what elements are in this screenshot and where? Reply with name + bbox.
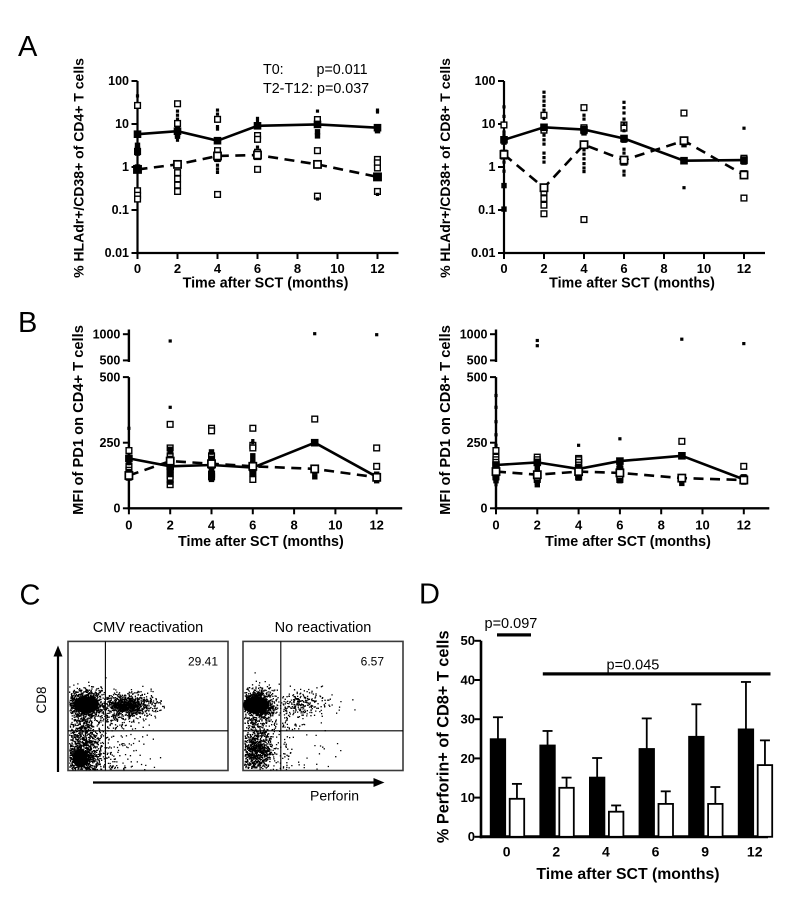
svg-text:D: D [419, 579, 440, 611]
svg-text:6: 6 [652, 843, 660, 859]
svg-text:No reactivation: No reactivation [275, 620, 372, 636]
svg-text:MFI of PD1 on CD8+ T cells: MFI of PD1 on CD8+ T cells [438, 325, 454, 515]
svg-text:0.01: 0.01 [105, 246, 129, 260]
svg-text:6: 6 [249, 517, 256, 532]
svg-text:2: 2 [174, 261, 181, 276]
svg-text:12: 12 [737, 517, 751, 532]
svg-text:10: 10 [697, 261, 711, 276]
svg-text:2: 2 [540, 261, 547, 276]
svg-text:0: 0 [134, 261, 141, 276]
svg-text:4: 4 [602, 843, 610, 859]
svg-text:100: 100 [108, 74, 129, 88]
svg-text:p=0.045: p=0.045 [607, 658, 660, 674]
svg-text:100: 100 [475, 74, 496, 88]
svg-text:6: 6 [254, 261, 261, 276]
svg-text:4: 4 [208, 517, 216, 532]
svg-text:T0:: T0: [263, 62, 284, 78]
svg-text:20: 20 [461, 751, 475, 766]
svg-text:0.1: 0.1 [112, 203, 129, 217]
svg-text:Time after SCT (months): Time after SCT (months) [178, 534, 344, 550]
svg-text:4: 4 [575, 517, 583, 532]
svg-text:9: 9 [701, 843, 709, 859]
svg-text:0: 0 [492, 517, 499, 532]
svg-text:4: 4 [580, 261, 588, 276]
svg-text:12: 12 [747, 843, 763, 859]
svg-text:8: 8 [660, 261, 667, 276]
svg-text:0.01: 0.01 [471, 246, 495, 260]
svg-text:% HLAdr+/CD38+ of CD4+ T cells: % HLAdr+/CD38+ of CD4+ T cells [71, 58, 87, 278]
svg-text:10: 10 [482, 117, 496, 131]
svg-text:500: 500 [100, 354, 121, 368]
svg-text:6.57: 6.57 [361, 655, 385, 669]
svg-text:1000: 1000 [93, 327, 121, 341]
svg-text:12: 12 [737, 261, 751, 276]
svg-text:CD8: CD8 [34, 686, 49, 713]
svg-text:29.41: 29.41 [188, 655, 218, 669]
svg-text:12: 12 [370, 261, 384, 276]
svg-text:6: 6 [616, 517, 623, 532]
svg-text:% Perforin+ of CD8+ T cells: % Perforin+ of CD8+ T cells [435, 630, 453, 843]
svg-text:500: 500 [100, 370, 121, 384]
svg-text:Time after SCT (months): Time after SCT (months) [536, 866, 719, 883]
svg-text:2: 2 [552, 843, 560, 859]
svg-text:MFI of PD1 on CD4+ T cells: MFI of PD1 on CD4+ T cells [71, 325, 87, 515]
svg-text:8: 8 [658, 517, 665, 532]
svg-text:30: 30 [461, 712, 475, 727]
svg-text:C: C [20, 580, 41, 612]
svg-text:A: A [18, 31, 38, 63]
svg-text:T2-T12: p=0.037: T2-T12: p=0.037 [263, 81, 369, 97]
svg-text:p=0.011: p=0.011 [317, 62, 368, 78]
svg-text:1: 1 [489, 160, 496, 174]
svg-text:10: 10 [115, 117, 129, 131]
svg-text:Perforin: Perforin [310, 788, 359, 804]
svg-text:4: 4 [214, 261, 222, 276]
svg-text:0: 0 [125, 517, 132, 532]
svg-text:250: 250 [100, 436, 121, 450]
svg-text:6: 6 [620, 261, 627, 276]
svg-text:Time after SCT (months): Time after SCT (months) [549, 275, 715, 291]
svg-text:10: 10 [330, 261, 344, 276]
svg-text:2: 2 [167, 517, 174, 532]
svg-text:0: 0 [503, 843, 511, 859]
svg-text:10: 10 [695, 517, 709, 532]
svg-text:500: 500 [467, 354, 488, 368]
svg-text:0: 0 [481, 502, 488, 516]
svg-text:0: 0 [113, 502, 120, 516]
svg-text:p=0.097: p=0.097 [485, 616, 538, 632]
svg-text:10: 10 [328, 517, 342, 532]
svg-text:1: 1 [122, 160, 129, 174]
svg-text:0: 0 [500, 261, 507, 276]
svg-text:8: 8 [290, 517, 297, 532]
svg-text:10: 10 [461, 790, 475, 805]
svg-text:% HLAdr+/CD38+ of CD8+ T cells: % HLAdr+/CD38+ of CD8+ T cells [437, 58, 453, 278]
svg-text:Time after SCT (months): Time after SCT (months) [545, 534, 711, 550]
svg-text:CMV reactivation: CMV reactivation [93, 620, 203, 636]
svg-text:0.1: 0.1 [478, 203, 495, 217]
svg-text:12: 12 [369, 517, 383, 532]
svg-text:50: 50 [461, 633, 475, 648]
svg-text:8: 8 [294, 261, 301, 276]
svg-text:250: 250 [467, 436, 488, 450]
svg-text:B: B [18, 307, 37, 339]
svg-text:1000: 1000 [460, 327, 488, 341]
svg-text:0: 0 [468, 829, 475, 844]
svg-text:500: 500 [467, 370, 488, 384]
svg-text:Time after SCT (months): Time after SCT (months) [183, 275, 349, 291]
svg-text:2: 2 [534, 517, 541, 532]
svg-text:40: 40 [461, 672, 475, 687]
